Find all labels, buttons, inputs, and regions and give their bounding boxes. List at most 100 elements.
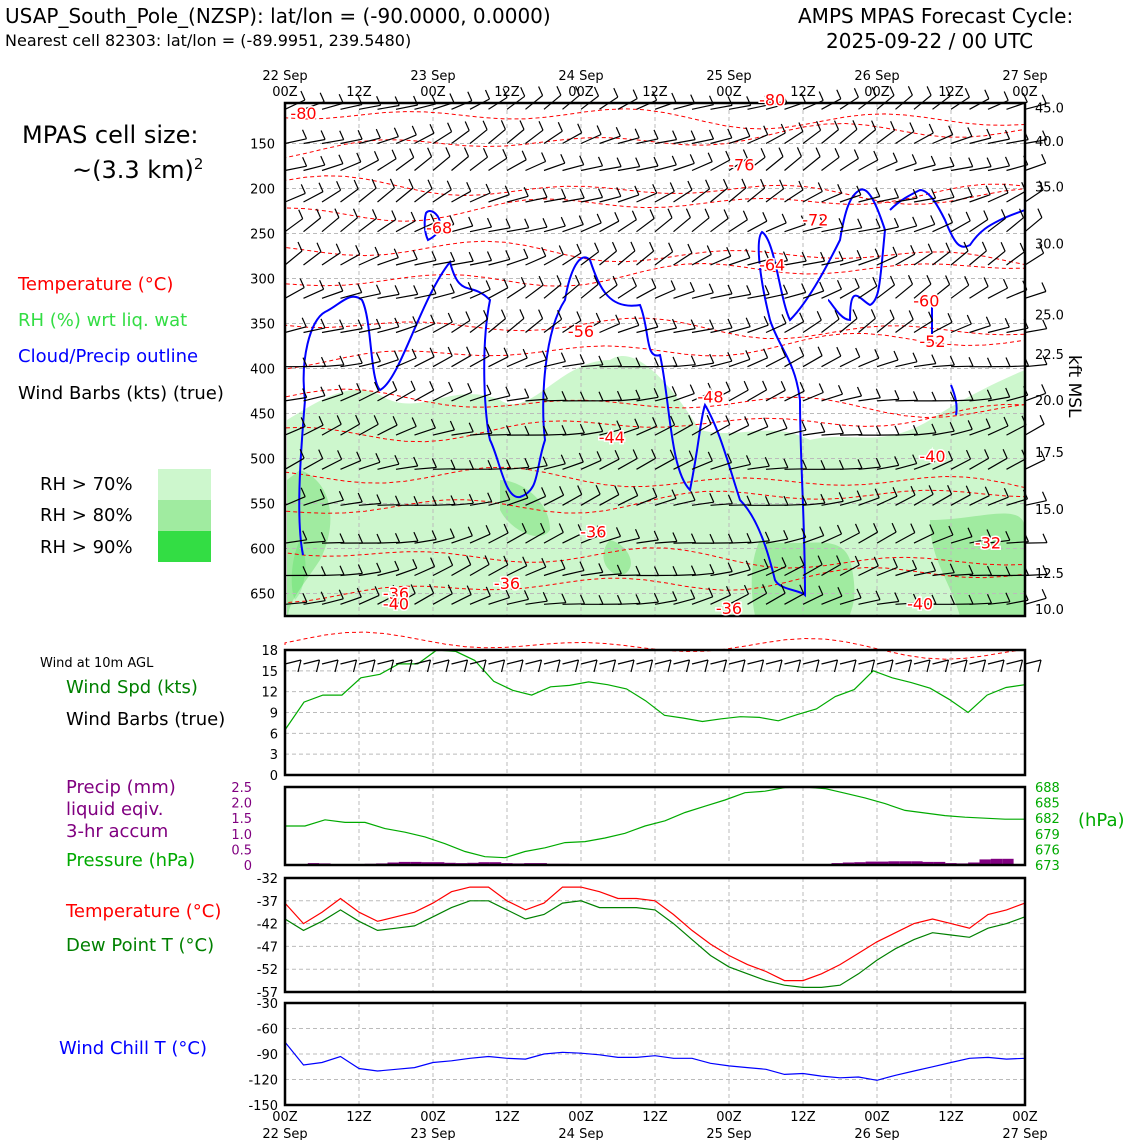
wind-barb xyxy=(432,429,455,436)
wind-barb-feather xyxy=(335,243,341,254)
wind-barb xyxy=(303,217,321,233)
rh-level-90: RH > 90% xyxy=(40,537,133,558)
wind-barb-feather xyxy=(947,450,954,461)
wind-barb xyxy=(876,318,895,333)
wind-barb xyxy=(802,290,824,299)
wind-barb-feather xyxy=(672,130,678,140)
wind-barb xyxy=(340,362,363,368)
wind-barb-feather xyxy=(612,275,618,286)
wind-barb xyxy=(895,162,917,172)
wind-barb xyxy=(414,188,433,203)
cell-size-number: ~(3.3 km) xyxy=(72,156,194,184)
wind-barb xyxy=(747,357,768,368)
temperature-contour-label: -52 xyxy=(919,332,945,351)
wind-barb-feather xyxy=(949,421,955,432)
pressure-tick-label: 150 xyxy=(250,138,275,153)
wind-barb-feather xyxy=(560,454,566,465)
wind-barb xyxy=(691,253,712,266)
wind-barb-feather xyxy=(542,591,548,602)
wind-barb-feather xyxy=(521,523,527,533)
wind-barb xyxy=(580,659,598,665)
wind-barb-feather xyxy=(411,417,417,427)
wind-barb-feather xyxy=(651,278,657,289)
wind-barb-feather xyxy=(782,284,789,294)
wind-barb-feather xyxy=(430,314,436,324)
precip-bar xyxy=(478,862,490,865)
wind-barb xyxy=(858,227,881,233)
wind-barb xyxy=(728,504,752,506)
wind-barb-feather xyxy=(949,156,955,167)
wind-barb xyxy=(654,288,676,299)
wind-barb xyxy=(1024,252,1044,266)
wind-barb-feather xyxy=(413,456,419,467)
wind-barb xyxy=(321,102,344,110)
wind-barb xyxy=(765,322,787,334)
wind-barb xyxy=(747,187,765,203)
wind-barb-feather xyxy=(339,533,345,543)
wind-barb-feather xyxy=(1003,183,1009,194)
wind-barb xyxy=(303,138,326,145)
wind-barb xyxy=(1006,190,1026,203)
wind-barb-feather xyxy=(855,347,861,358)
wind-barb xyxy=(710,293,733,299)
wind-barb-feather xyxy=(981,241,987,252)
wind-barb xyxy=(950,458,971,470)
wind-barb-feather xyxy=(503,523,509,534)
wind-barb-feather xyxy=(762,211,768,222)
wind-barb-feather xyxy=(875,388,881,399)
wind-barb-feather xyxy=(482,120,488,130)
wind-barb xyxy=(377,219,397,233)
precip-tick-label: 0 xyxy=(244,859,252,874)
panel-frame xyxy=(283,785,1027,867)
wind-barb xyxy=(821,563,841,577)
pressure-tick-label: 500 xyxy=(250,453,275,468)
wind-barb-feather xyxy=(394,317,400,328)
wind-barb-feather xyxy=(780,584,786,594)
wind-barb xyxy=(821,432,844,436)
wind-barb-feather xyxy=(392,415,398,426)
wind-barb-feather xyxy=(945,86,951,97)
hour-label-bottom: 12Z xyxy=(938,1110,964,1125)
wind-barb-feather xyxy=(373,415,379,425)
wind-barb xyxy=(969,325,991,334)
wind-barb-feather xyxy=(763,417,769,427)
wind-barb-feather xyxy=(520,87,526,97)
wind-barb xyxy=(932,284,950,299)
wind-barb xyxy=(932,196,955,203)
wind-barb xyxy=(1024,217,1043,233)
precip-bar xyxy=(888,861,900,865)
wind-barb xyxy=(488,227,511,233)
wind-barb-feather xyxy=(968,390,974,401)
wind-barb xyxy=(469,533,491,544)
wind-barb-feather xyxy=(449,215,455,225)
wind-barb-feather xyxy=(856,386,863,397)
wind-barb-feather xyxy=(467,91,473,101)
wind-barb xyxy=(858,317,876,333)
wind-barb-feather xyxy=(334,208,340,218)
wind-barb-feather xyxy=(671,92,677,103)
wind-barb-feather xyxy=(653,357,660,367)
wind-barb xyxy=(395,258,418,266)
rh-80-area xyxy=(287,470,1025,616)
wind-barb xyxy=(654,139,677,145)
wind-barb-feather xyxy=(852,659,857,673)
wind-barb xyxy=(1006,289,1028,299)
wind-barb xyxy=(636,287,657,299)
temperature-contour-label: -40 xyxy=(907,595,933,614)
wind-barb-feather xyxy=(297,659,302,673)
wind-barb-feather xyxy=(872,276,878,287)
wind-barb-feather xyxy=(926,274,932,285)
wind-barb-feather xyxy=(334,659,339,673)
wind-barb-feather xyxy=(672,591,678,601)
wind-barb xyxy=(858,129,876,144)
wind-barb-feather xyxy=(411,125,417,136)
wind-barb-feather xyxy=(630,241,636,252)
wind-barb xyxy=(636,165,659,172)
wind-barb-feather xyxy=(782,419,788,429)
wind-barb-feather xyxy=(320,130,326,140)
wind-barb xyxy=(673,364,696,368)
wind-barb xyxy=(691,328,714,334)
wind-barb-feather xyxy=(834,148,840,158)
wind-barb-feather xyxy=(376,494,382,504)
wind-barb-feather xyxy=(371,659,376,673)
